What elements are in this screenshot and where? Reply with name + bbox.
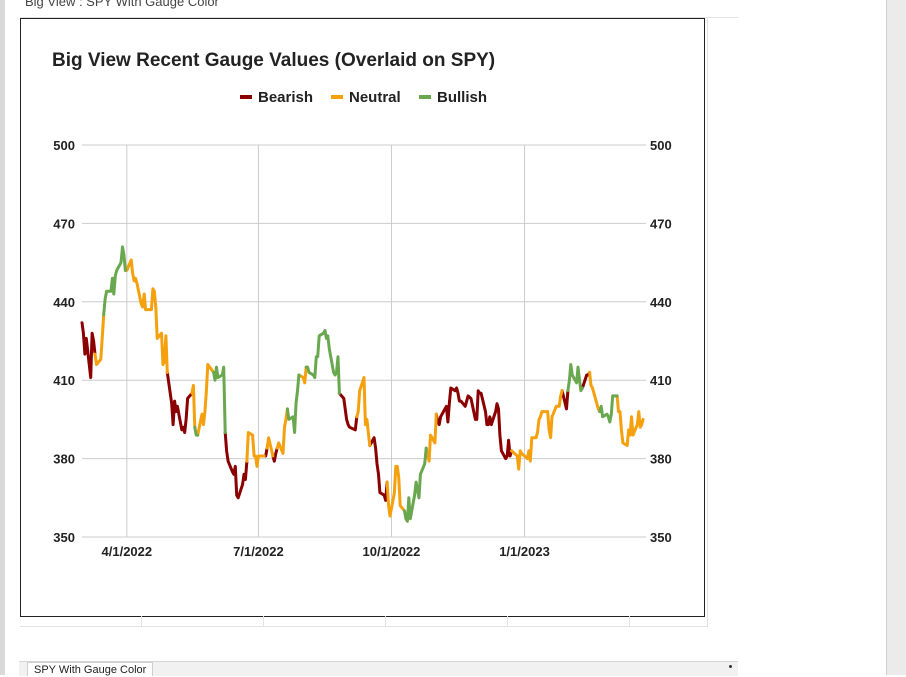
series-segment-bearish xyxy=(80,321,97,380)
left-window-edge xyxy=(0,0,5,675)
legend-label: Neutral xyxy=(349,89,401,106)
series-segment-bullish xyxy=(304,329,341,395)
header-divider xyxy=(20,17,738,18)
x-tick-label: 7/1/2022 xyxy=(233,544,284,559)
chart-gridlines xyxy=(82,144,646,538)
series-segment-bullish xyxy=(285,373,301,434)
chart-title: Big View Recent Gauge Values (Overlaid o… xyxy=(52,50,495,71)
sheet-grid-tick xyxy=(629,616,630,626)
x-axis-labels: 4/1/2022 7/1/2022 10/1/2022 1/1/2023 xyxy=(102,544,550,559)
series-segment-neutral xyxy=(265,436,275,458)
series-segment-bearish xyxy=(337,391,359,432)
series-segment-neutral xyxy=(93,313,106,366)
series-segment-neutral xyxy=(196,363,216,437)
x-tick-label: 4/1/2022 xyxy=(102,544,153,559)
series-segment-bullish xyxy=(212,365,227,434)
series-segment-neutral xyxy=(245,431,266,468)
series-segment-neutral xyxy=(588,370,602,414)
legend-label: Bullish xyxy=(437,89,487,106)
sheet-tab-bar xyxy=(19,661,738,676)
series-segment-neutral xyxy=(297,365,308,385)
y-tick-label-left: 350 xyxy=(53,530,75,545)
series-segment-bullish xyxy=(403,446,428,523)
sheet-gridline xyxy=(20,626,708,627)
legend-item-bullish: Bullish xyxy=(419,89,487,106)
y-tick-label-left: 500 xyxy=(53,138,75,153)
legend-item-neutral: Neutral xyxy=(331,89,401,106)
embedded-chart[interactable]: Big View Recent Gauge Values (Overlaid o… xyxy=(20,18,705,617)
series-segment-neutral xyxy=(510,389,564,471)
x-tick-label: 10/1/2022 xyxy=(363,544,421,559)
series-segment-bearish xyxy=(223,431,249,500)
right-window-edge xyxy=(886,0,906,675)
series-segment-bearish xyxy=(165,370,194,434)
y-tick-label-right: 350 xyxy=(650,530,672,545)
chart-canvas: Big View Recent Gauge Values (Overlaid o… xyxy=(52,50,672,559)
y-tick-label-left: 410 xyxy=(53,373,75,388)
series-segment-neutral xyxy=(275,407,289,455)
sheet-grid-tick xyxy=(507,616,508,626)
series-segment-bullish xyxy=(102,245,127,317)
series-segment-bullish xyxy=(193,425,200,437)
series-segment-bullish xyxy=(598,394,619,424)
series-segment-neutral xyxy=(190,383,197,429)
series-segment-bullish xyxy=(566,363,584,393)
tab-bar-dot xyxy=(729,665,732,668)
legend-item-bearish: Bearish xyxy=(240,89,313,106)
sheet-tab[interactable]: SPY With Gauge Color xyxy=(27,662,154,676)
y-tick-label-right: 470 xyxy=(650,216,672,231)
series-segment-bearish xyxy=(560,389,570,411)
series-segment-bearish xyxy=(271,446,279,463)
sheet-gridline xyxy=(707,18,708,626)
y-tick-label-left: 470 xyxy=(53,216,75,231)
series-segment-neutral xyxy=(615,394,645,447)
series-segment-neutral xyxy=(355,376,372,447)
y-tick-label-left: 380 xyxy=(53,452,75,467)
series-segment-neutral xyxy=(385,464,406,518)
series-segment-neutral xyxy=(123,258,169,374)
legend-label: Bearish xyxy=(258,89,313,106)
series-segment-bearish xyxy=(368,436,389,502)
sheet-header-title: Big View : SPY With Gauge Color xyxy=(25,0,219,9)
sheet-grid-tick xyxy=(385,616,386,626)
y-tick-label-right: 440 xyxy=(650,295,672,310)
sheet-grid-tick xyxy=(141,616,142,626)
y-tick-label-right: 410 xyxy=(650,373,672,388)
x-tick-label: 1/1/2023 xyxy=(499,544,550,559)
series-segment-neutral xyxy=(424,412,438,463)
y-axis-labels: 350 350 380 380 410 410 440 440 470 470 500 500 xyxy=(53,138,671,545)
y-tick-label-right: 380 xyxy=(650,452,672,467)
series-segment-bearish xyxy=(434,386,513,461)
y-tick-label-right: 500 xyxy=(650,138,672,153)
chart-legend: Bearish Neutral Bullish xyxy=(240,89,487,106)
sheet-grid-tick xyxy=(263,616,264,626)
spy-gauge-lines xyxy=(80,245,645,523)
y-tick-label-left: 440 xyxy=(53,295,75,310)
